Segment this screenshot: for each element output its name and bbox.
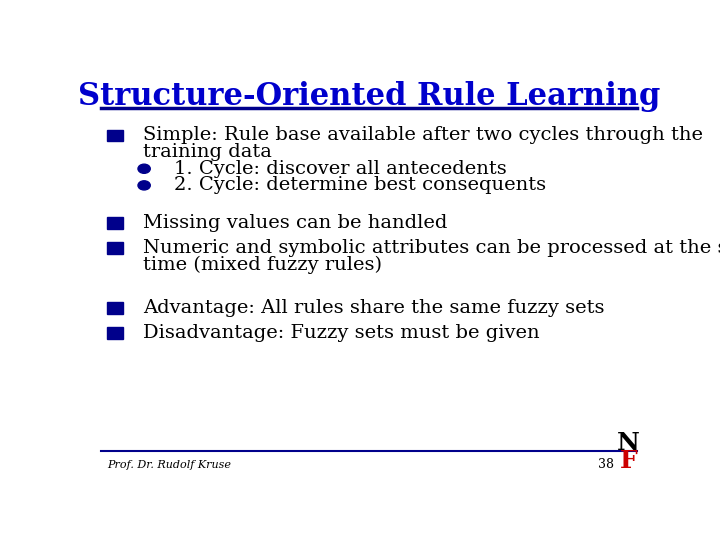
Text: Missing values can be handled: Missing values can be handled	[143, 214, 447, 232]
Bar	[107, 217, 123, 228]
Bar	[107, 327, 123, 339]
Text: 38: 38	[598, 458, 613, 471]
Text: training data: training data	[143, 143, 272, 161]
Text: F: F	[620, 449, 637, 472]
Text: Structure-Oriented Rule Learning: Structure-Oriented Rule Learning	[78, 82, 660, 112]
Circle shape	[138, 164, 150, 173]
Bar	[107, 242, 123, 254]
Circle shape	[138, 181, 150, 190]
Text: Numeric and symbolic attributes can be processed at the same: Numeric and symbolic attributes can be p…	[143, 239, 720, 256]
Text: Prof. Dr. Rudolf Kruse: Prof. Dr. Rudolf Kruse	[107, 460, 230, 470]
Bar	[107, 130, 123, 141]
Bar	[107, 302, 123, 314]
Text: 1. Cycle: discover all antecedents: 1. Cycle: discover all antecedents	[174, 160, 506, 178]
Text: N: N	[617, 431, 640, 455]
Text: time (mixed fuzzy rules): time (mixed fuzzy rules)	[143, 255, 382, 273]
Text: 2. Cycle: determine best consequents: 2. Cycle: determine best consequents	[174, 177, 546, 194]
Text: Simple: Rule base available after two cycles through the: Simple: Rule base available after two cy…	[143, 126, 703, 145]
Text: Disadvantage: Fuzzy sets must be given: Disadvantage: Fuzzy sets must be given	[143, 324, 539, 342]
Text: Advantage: All rules share the same fuzzy sets: Advantage: All rules share the same fuzz…	[143, 299, 605, 317]
